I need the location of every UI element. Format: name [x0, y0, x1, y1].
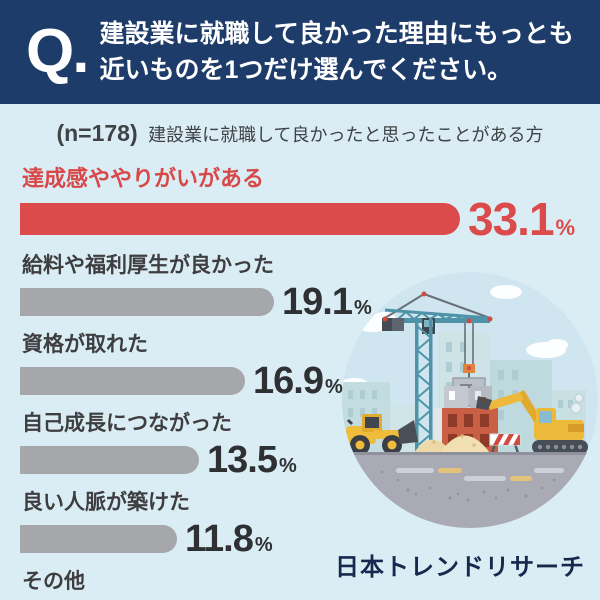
construction-illustration [342, 272, 598, 528]
bar-label: 自己成長につながった [22, 412, 232, 435]
bar-value: 11.8 % [185, 518, 273, 560]
bar-segment [20, 367, 245, 395]
chart-row-0: 達成感ややりがいがある 33.1 % [20, 166, 590, 242]
q-mark: Q. [26, 16, 89, 86]
chart-row-2: 資格が取れた 16.9 % [20, 332, 590, 400]
percent-sign: % [324, 376, 343, 398]
bar-label: 給料や福利厚生が良かった [22, 254, 274, 277]
bar-segment [20, 525, 177, 553]
question-text: 建設業に就職して良かった理由にもっとも 近いものを1つだけ選んでください。 [99, 16, 573, 89]
bar-value: 16.9 % [253, 360, 343, 402]
traffic-barrier-icon [489, 433, 521, 454]
percent-sign: % [353, 297, 372, 319]
sample-size: (n=178) [56, 120, 138, 146]
bar-value: 13.5 % [207, 439, 297, 481]
percent-sign: % [254, 534, 273, 556]
question-line-1: 建設業に就職して良かった理由にもっとも [99, 19, 574, 48]
bar-label: その他 [22, 570, 85, 593]
excavator-icon [476, 390, 588, 454]
bar-value: 33.1 % [468, 193, 576, 245]
chart-row-3: 自己成長につながった 13.5 % [20, 411, 590, 479]
bar-value: 19.1 % [282, 281, 372, 323]
bar-segment [20, 203, 460, 235]
chart-row-1: 給料や福利厚生が良かった 19.1 % [20, 253, 590, 321]
sample-description: 建設業に就職して良かったと思ったことがある方 [148, 125, 544, 145]
sample-note: (n=178) 建設業に就職して良かったと思ったことがある方 [0, 120, 600, 147]
bar-label: 良い人脈が築けた [22, 491, 190, 514]
wheel-loader-icon [346, 414, 418, 455]
chart-row-4: 良い人脈が築けた 11.8 % [20, 490, 590, 558]
question-line-2: 近いものを1つだけ選んでください。 [99, 56, 513, 84]
percent-sign: % [278, 455, 297, 477]
bar-label: 資格が取れた [22, 333, 148, 356]
percent-sign: % [555, 215, 576, 240]
bar-chart: 達成感ややりがいがある 33.1 % 給料や福利厚生が良かった 19.1 % 資… [20, 166, 590, 600]
bar-segment [20, 446, 199, 474]
question-header: Q. 建設業に就職して良かった理由にもっとも 近いものを1つだけ選んでください。 [0, 0, 600, 104]
sand-piles-icon [414, 434, 490, 453]
bar-label: 達成感ややりがいがある [22, 166, 265, 191]
brand-logo: 日本トレンドリサーチ [335, 554, 585, 581]
bar-segment [20, 288, 274, 316]
